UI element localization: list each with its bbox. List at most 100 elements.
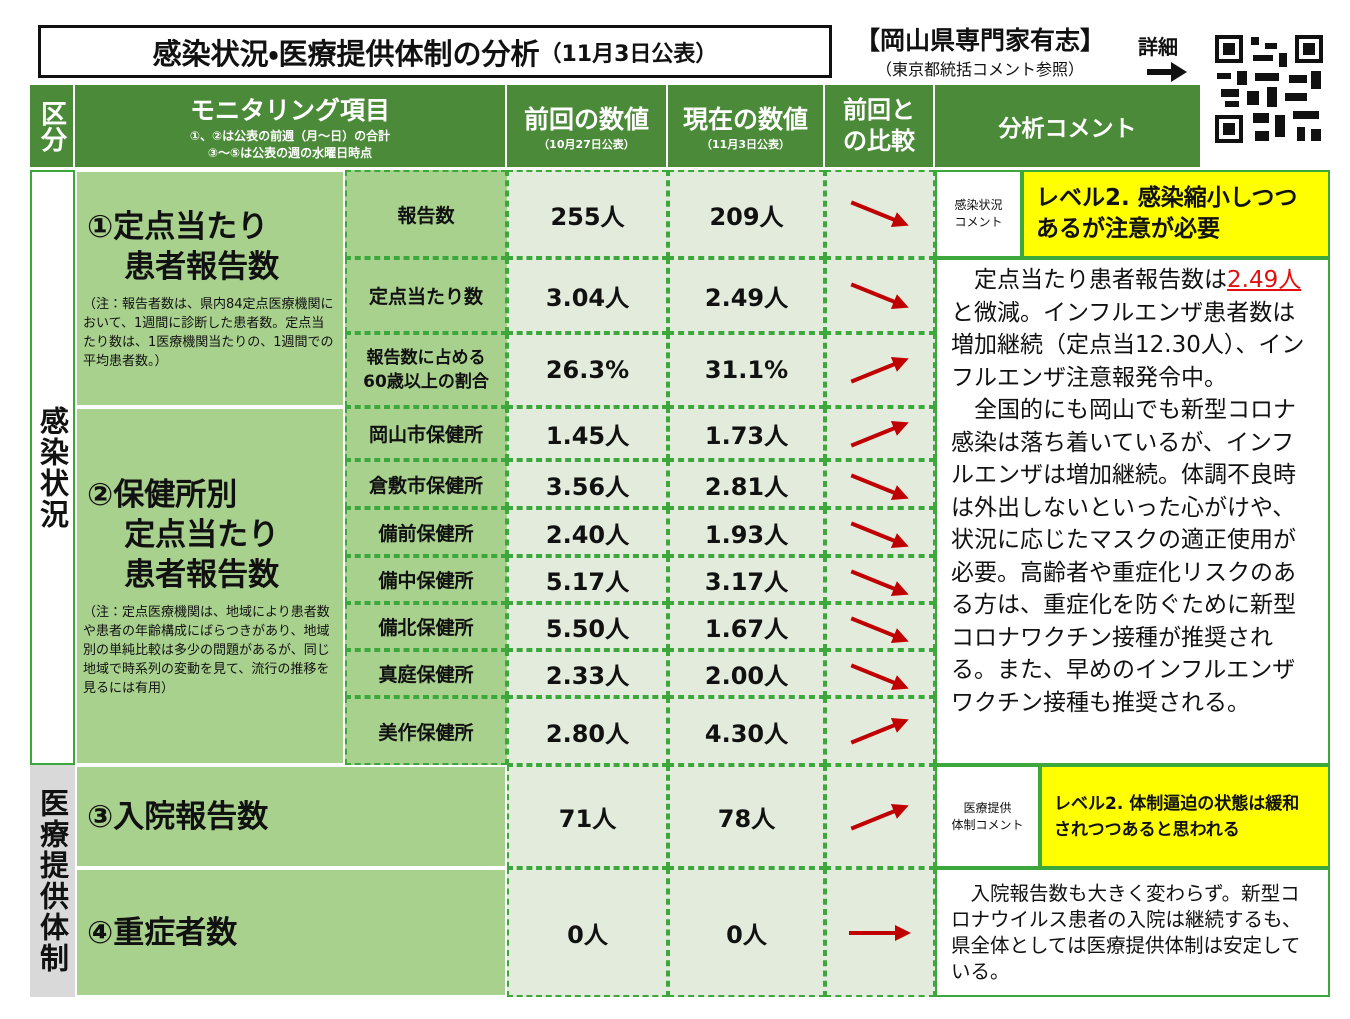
row-item: 報告数	[345, 170, 507, 258]
header-previous-date: （10月27日公表）	[538, 138, 635, 151]
previous-value: 2.80人	[507, 697, 668, 765]
header-previous: 前回の数値 （10月27日公表）	[507, 85, 668, 167]
header-item: モニタリング項目 ①、②は公表の前週（月～日）の合計 ③～⑤は公表の週の水曜日時点	[75, 85, 507, 167]
row-item: 報告数に占める60歳以上の割合	[345, 333, 507, 407]
change-arrow	[850, 616, 909, 644]
change-cell	[825, 868, 935, 997]
current-value: 1.73人	[668, 407, 825, 460]
comment-level: レベル2. 体制逼迫の状態は緩和されつつあると思われる	[1040, 765, 1330, 868]
comment-text: 2.49人	[1227, 267, 1302, 293]
row-item: 岡山市保健所	[345, 407, 507, 460]
row-item: 美作保健所	[345, 697, 507, 765]
current-value: 31.1%	[668, 333, 825, 407]
date: （11月3日公表）	[539, 41, 718, 67]
group-label: ①定点当たり	[87, 208, 269, 245]
previous-value: 71人	[507, 765, 668, 868]
current-value: 1.93人	[668, 508, 825, 556]
change-arrow	[850, 356, 909, 384]
change-cell	[825, 556, 935, 603]
header-change-line: の比較	[843, 127, 915, 155]
group-label-wrap: ②保健所別 定点当たり 患者報告数	[83, 475, 279, 595]
title-box: 感染状況・医療提供体制の分析 （11月3日公表）	[38, 25, 832, 78]
qr-code[interactable]	[1213, 33, 1325, 145]
header-item-title: モニタリング項目	[189, 96, 390, 125]
group-label-wrap: ①定点当たり 患者報告数	[83, 207, 279, 287]
change-cell	[825, 407, 935, 460]
org-note: （東京都統括コメント参照）	[875, 60, 1084, 79]
title: 感染状況・医療提供体制の分析	[152, 36, 540, 71]
header-current-date: （11月3日公表）	[701, 138, 790, 151]
header-item-note: ①、②は公表の前週（月～日）の合計	[189, 129, 391, 143]
previous-value: 2.40人	[507, 508, 668, 556]
change-arrow	[850, 420, 909, 448]
change-arrow	[850, 473, 909, 501]
header-previous-title: 前回の数値	[523, 105, 649, 134]
previous-value: 5.17人	[507, 556, 668, 603]
comment-level: レベル2. 感染縮小しつつあるが注意が必要	[1022, 170, 1330, 258]
change-arrow	[850, 569, 909, 597]
current-value: 2.49人	[668, 258, 825, 333]
comment-label: 感染状況 コメント	[935, 170, 1022, 258]
previous-value: 2.33人	[507, 650, 668, 697]
current-value: 0人	[668, 868, 825, 997]
comment-label-line: 体制コメント	[951, 817, 1024, 832]
change-arrow	[850, 282, 909, 309]
group-label: ④重症者数	[87, 914, 238, 951]
previous-value: 5.50人	[507, 603, 668, 650]
detail-arrow	[1147, 62, 1187, 82]
change-cell	[825, 697, 935, 765]
comment-label: 医療提供体制コメント	[935, 765, 1040, 868]
previous-value: 0人	[507, 868, 668, 997]
change-arrow	[850, 663, 909, 691]
header-change: 前回と の比較	[825, 85, 935, 167]
comment-text: 全国的にも岡山でも新型コロナ感染は落ち着いているが、インフルエンザは増加継続。体…	[951, 397, 1296, 716]
group-cell: ③入院報告数	[75, 765, 507, 868]
change-cell	[825, 603, 935, 650]
group-label-wrap: ④重症者数	[83, 913, 237, 953]
row-item: 真庭保健所	[345, 650, 507, 697]
comment-text: 定点当たり患者報告数は	[974, 267, 1227, 293]
header-change-line: 前回と	[843, 96, 915, 124]
change-cell	[825, 765, 935, 868]
previous-value: 1.45人	[507, 407, 668, 460]
row-item: 備前保健所	[345, 508, 507, 556]
header-current: 現在の数値 （11月3日公表）	[668, 85, 825, 167]
group-cell: ④重症者数	[75, 868, 507, 997]
row-item: 備中保健所	[345, 556, 507, 603]
row-item: 倉敷市保健所	[345, 460, 507, 508]
comment-paragraph: 定点当たり患者報告数は2.49人と微減。インフルエンザ患者数は増加継続（定点当1…	[951, 264, 1314, 394]
change-cell	[825, 508, 935, 556]
current-value: 2.00人	[668, 650, 825, 697]
previous-value: 26.3%	[507, 333, 668, 407]
comment-label-line: 医療提供	[963, 800, 1012, 815]
group-cell: ②保健所別 定点当たり 患者報告数 （注：定点医療機関は、地域により患者数や患者の年齢…	[75, 407, 345, 765]
group-label: ③入院報告数	[87, 798, 269, 835]
current-value: 4.30人	[668, 697, 825, 765]
change-cell	[825, 258, 935, 333]
change-cell	[825, 170, 935, 258]
comment-text: 入院報告数も大きく変わらず。新型コロナウイルス患者の入院は継続するも、県全体とし…	[951, 881, 1302, 983]
change-cell	[825, 460, 935, 508]
change-cell	[825, 650, 935, 697]
comment-body: 定点当たり患者報告数は2.49人と微減。インフルエンザ患者数は増加継続（定点当1…	[935, 258, 1330, 765]
current-value: 2.81人	[668, 460, 825, 508]
header-current-title: 現在の数値	[682, 105, 808, 134]
detail[interactable]: 詳細	[1138, 34, 1178, 59]
current-value: 209人	[668, 170, 825, 258]
group-note: （注：報告者数は、県内84定点医療機関において、1週間に診断した患者数。定点当た…	[83, 296, 334, 369]
comment-body: 入院報告数も大きく変わらず。新型コロナウイルス患者の入院は継続するも、県全体とし…	[935, 868, 1330, 997]
header-category: 区分	[30, 85, 75, 167]
previous-value: 255人	[507, 170, 668, 258]
current-value: 78人	[668, 765, 825, 868]
group-label: 患者報告数	[124, 248, 280, 285]
header-comment: 分析コメント	[935, 85, 1200, 167]
row-item: 備北保健所	[345, 603, 507, 650]
org: 【岡山県専門家有志】	[854, 26, 1105, 55]
previous-value: 3.04人	[507, 258, 668, 333]
previous-value: 3.56人	[507, 460, 668, 508]
change-arrow	[849, 924, 911, 941]
change-arrow	[850, 803, 909, 830]
